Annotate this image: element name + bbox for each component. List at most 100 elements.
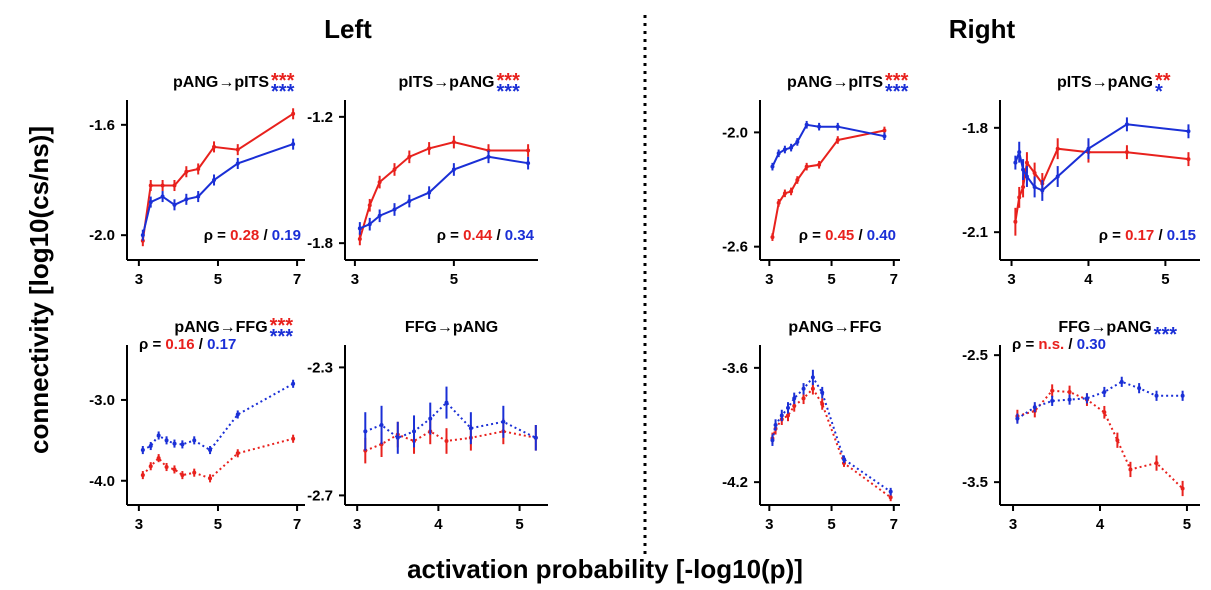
blue-data-point [164,438,169,443]
red-data-point [407,154,412,159]
y-tick-label: -4.0 [89,473,115,490]
significance-stars: *** [885,81,909,103]
red-data-point [782,191,787,196]
red-data-point [786,413,790,418]
rho-separator: / [195,336,208,353]
red-data-point [776,200,781,205]
red-data-point [164,465,169,470]
rho-label: ρ = [139,336,165,353]
red-data-point [172,467,177,472]
blue-data-point [468,426,473,431]
x-tick-label: 3 [135,516,143,533]
red-data-point [156,456,161,461]
chart-title: pITS→pANG [1057,74,1153,91]
x-tick-label: 5 [214,516,222,533]
blue-data-point [291,381,296,386]
red-series-line [771,129,885,238]
blue-data-point [291,142,296,147]
red-data-point [810,386,815,391]
x-tick-label: 4 [1084,271,1093,288]
blue-data-point [786,405,790,410]
red-data-point [208,476,213,481]
significance-stars: *** [271,81,295,103]
x-tick-label: 3 [765,271,773,288]
red-data-point [792,403,797,408]
red-data-point [1067,389,1072,394]
y-tick-label: -3.0 [89,392,115,409]
x-tick-label: 5 [1161,271,1169,288]
chart-panel-3: -3.0 -4.0 3 5 7 pANG→FFG ****** ρ = 0.16 / 0.17 [89,315,305,533]
x-tick-label: 7 [293,516,301,533]
blue-data-point [148,200,153,205]
blue-data-point [820,390,825,395]
x-tick-label: 3 [353,516,361,533]
red-series-line [142,437,294,480]
rho-separator: / [259,227,272,244]
blue-data-point [842,457,846,462]
y-tick-label: -2.0 [89,227,115,244]
blue-data-point [363,429,368,434]
blue-data-point [1050,398,1055,403]
blue-data-point [1067,397,1072,402]
red-series-line [1014,147,1189,222]
red-data-point [882,128,887,133]
blue-data-point [1013,160,1018,165]
x-tick-label: 5 [827,271,835,288]
red-data-point [392,167,397,172]
x-tick-label: 5 [827,516,835,533]
red-series-line [364,430,536,452]
blue-series-line [771,375,892,493]
red-data-point [804,164,809,169]
blue-data-point [1186,129,1191,134]
y-tick-label: -2.7 [307,487,333,504]
y-tick-label: -1.8 [962,120,988,137]
chart-panel-1: -1.6 -2.0 3 5 7 pANG→pITS ****** ρ = 0.28 / 0.1… [89,70,305,288]
red-data-point [148,464,153,469]
rho-label: ρ = [204,227,230,244]
red-data-point [795,178,800,182]
blue-data-point [810,375,815,380]
red-data-point [367,203,372,208]
red-data-point [235,147,240,152]
red-data-point [1013,219,1018,224]
blue-data-point [235,161,240,166]
x-tick-label: 4 [434,516,443,533]
red-data-point [801,396,806,401]
y-tick-label: -4.2 [722,474,748,491]
red-series-line [1017,389,1184,490]
y-tick-label: -3.5 [962,474,988,491]
red-data-point [1154,461,1159,466]
y-tick-label: -2.5 [962,347,988,364]
blue-data-point [172,441,177,446]
red-data-point [1050,388,1055,393]
chart-panel-2: -1.2 -1.8 3 5 pITS→pANG ****** ρ = 0.44 / 0.34 [307,70,538,288]
rho-red-value: 0.28 [230,227,259,244]
chart-title: pANG→FFG [788,319,881,336]
chart-title: pANG→FFG [174,319,267,336]
blue-data-point [1055,174,1060,179]
blue-data-point [779,413,784,418]
blue-data-point [1040,188,1045,193]
blue-data-point [773,423,778,427]
x-tick-label: 7 [890,516,898,533]
rho-blue-value: 0.40 [867,227,896,244]
blue-data-point [444,400,449,405]
significance-stars: *** [497,70,521,92]
x-tick-label: 4 [1096,516,1105,533]
chart-panel-8: -2.5 -3.5 3 4 5 FFG→pANG *** ρ = n.s. / 0.30 [962,319,1200,533]
significance-stars: *** [271,70,295,92]
blue-data-point [377,213,382,218]
rho-label: ρ = [799,227,825,244]
rho-blue-value: 0.19 [272,227,301,244]
blue-data-point [770,164,775,169]
x-tick-label: 3 [1007,271,1015,288]
blue-data-point [888,489,893,494]
y-tick-label: -1.8 [307,235,333,252]
red-data-point [1180,486,1185,491]
blue-data-point [526,161,531,166]
x-axis-label: activation probability [-log10(p)] [407,554,803,584]
blue-data-point [235,412,240,417]
red-data-point [1102,410,1107,415]
red-data-point [196,166,201,171]
x-tick-label: 7 [293,271,301,288]
